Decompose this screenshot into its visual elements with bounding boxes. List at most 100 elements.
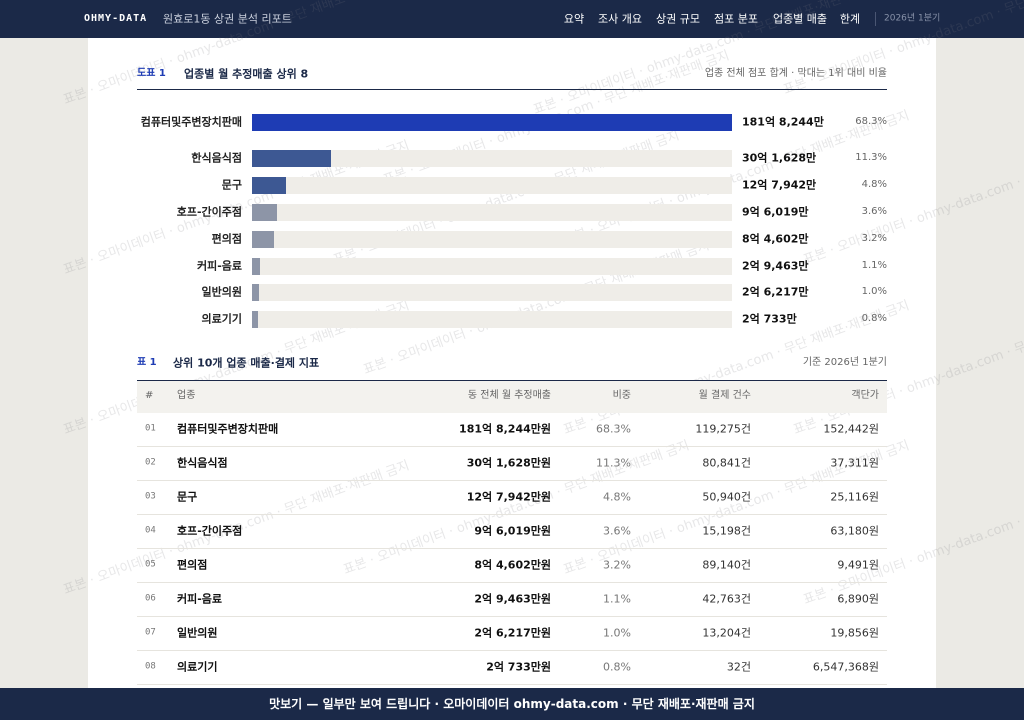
column-header: 월 결제 건수 xyxy=(698,390,751,401)
share-label: 3.2% xyxy=(861,233,887,244)
bar xyxy=(252,149,332,167)
share-label: 3.6% xyxy=(861,206,887,217)
amount-label: 2억 9,463만 xyxy=(742,259,809,273)
table-cell: 6,890원 xyxy=(837,592,879,606)
bar-track xyxy=(252,203,732,221)
table-cell: 1.0% xyxy=(603,626,631,640)
footer-banner: 맛보기 — 일부만 보여 드립니다 · 오마이데이터 ohmy-data.com… xyxy=(0,688,1024,720)
share-label: 11.3% xyxy=(855,152,887,163)
table-cell: 30억 1,628만원 xyxy=(466,456,551,470)
table-cell: 02 xyxy=(145,457,156,468)
table-cell: 9억 6,019만원 xyxy=(474,524,551,538)
table-cell: 119,275건 xyxy=(695,422,751,436)
table-cell: 68.3% xyxy=(596,422,631,436)
table-cell: 컴퓨터및주변장치판매 xyxy=(177,422,279,436)
amount-label: 12억 7,942만 xyxy=(742,178,817,192)
share-label: 68.3% xyxy=(855,116,887,127)
row-divider xyxy=(137,514,887,515)
table-note: 기준 2026년 1분기 xyxy=(802,357,887,368)
table-cell: 25,116원 xyxy=(830,490,879,504)
table-cell: 15,198건 xyxy=(702,524,751,538)
nav-link[interactable]: 한계 xyxy=(839,12,861,26)
table-cell: 6,547,368원 xyxy=(812,660,879,674)
nav-link[interactable]: 상권 규모 xyxy=(656,12,700,26)
row-divider xyxy=(137,446,887,447)
brand: OHMY-DATA xyxy=(84,13,148,24)
table-cell: 89,140건 xyxy=(702,558,751,572)
table-cell: 181억 8,244만원 xyxy=(459,422,551,436)
bar-track xyxy=(252,310,732,328)
category-label: 호프-간이주점 xyxy=(176,205,242,219)
table-cell: 19,856원 xyxy=(830,626,879,640)
column-header: 동 전체 월 추정매출 xyxy=(467,390,551,401)
column-header: 업종 xyxy=(177,390,196,401)
amount-label: 181억 8,244만 xyxy=(742,115,824,129)
table-cell: 8억 4,602만원 xyxy=(474,558,551,572)
bar xyxy=(252,230,275,248)
table-label: 표 1 xyxy=(137,357,157,368)
row-divider xyxy=(137,480,887,481)
category-label: 문구 xyxy=(221,178,242,192)
share-label: 1.1% xyxy=(861,260,887,271)
table-cell: 편의점 xyxy=(177,558,208,572)
nav-link[interactable]: 조사 개요 xyxy=(598,12,642,26)
category-label: 커피-음료 xyxy=(196,259,242,273)
row-divider xyxy=(137,650,887,651)
column-header: 비중 xyxy=(612,390,631,401)
table-cell: 06 xyxy=(145,593,156,604)
table-cell: 07 xyxy=(145,627,156,638)
table-cell: 63,180원 xyxy=(830,524,879,538)
table-cell: 05 xyxy=(145,559,156,570)
table-cell: 호프-간이주점 xyxy=(177,524,243,538)
table-cell: 50,940건 xyxy=(702,490,751,504)
figure-label: 도표 1 xyxy=(137,68,166,79)
bar xyxy=(252,203,278,221)
amount-label: 8억 4,602만 xyxy=(742,232,809,246)
figure-note: 업종 전체 점포 합계 · 막대는 1위 대비 비율 xyxy=(704,68,887,79)
table-cell: 152,442원 xyxy=(823,422,879,436)
table-cell: 11.3% xyxy=(596,456,631,470)
row-divider xyxy=(137,548,887,549)
table-cell: 3.6% xyxy=(603,524,631,538)
table-head-bg xyxy=(137,380,887,413)
column-header: 객단가 xyxy=(851,390,879,401)
table-cell: 3.2% xyxy=(603,558,631,572)
table-cell: 2억 733만원 xyxy=(486,660,551,674)
table-title: 상위 10개 업종 매출·결제 지표 xyxy=(173,356,320,370)
row-divider xyxy=(137,616,887,617)
bar xyxy=(252,283,260,301)
share-label: 0.8% xyxy=(861,313,887,324)
amount-label: 2억 733만 xyxy=(742,312,797,326)
nav-link[interactable]: 점포 분포 xyxy=(714,12,758,26)
nav-divider xyxy=(875,12,876,26)
table-cell: 한식음식점 xyxy=(177,456,228,470)
bar-track xyxy=(252,230,732,248)
table-cell: 12억 7,942만원 xyxy=(466,490,551,504)
category-label: 컴퓨터및주변장치판매 xyxy=(140,115,242,129)
amount-label: 9억 6,019만 xyxy=(742,205,809,219)
table-cell: 1.1% xyxy=(603,592,631,606)
category-label: 일반의원 xyxy=(201,285,242,299)
bar-track xyxy=(252,257,732,275)
category-label: 한식음식점 xyxy=(191,151,242,165)
table-cell: 04 xyxy=(145,525,156,536)
nav-link[interactable]: 업종별 매출 xyxy=(772,12,828,26)
table-cell: 일반의원 xyxy=(177,626,218,640)
table-cell: 80,841건 xyxy=(702,456,751,470)
bar-track xyxy=(252,283,732,301)
bar xyxy=(252,310,258,328)
table-cell: 2억 9,463만원 xyxy=(474,592,551,606)
table-cell: 4.8% xyxy=(603,490,631,504)
amount-label: 30억 1,628만 xyxy=(742,151,817,165)
table-cell: 08 xyxy=(145,661,156,672)
table-cell: 9,491원 xyxy=(837,558,879,572)
figure-rule xyxy=(137,89,887,90)
column-header: # xyxy=(145,390,154,401)
nav-link[interactable]: 요약 xyxy=(563,12,585,26)
bar xyxy=(252,113,732,131)
bar-track xyxy=(252,176,732,194)
table-cell: 42,763건 xyxy=(702,592,751,606)
report-title: 원효로1동 상권 분석 리포트 xyxy=(163,12,292,26)
table-cell: 커피-음료 xyxy=(177,592,223,606)
